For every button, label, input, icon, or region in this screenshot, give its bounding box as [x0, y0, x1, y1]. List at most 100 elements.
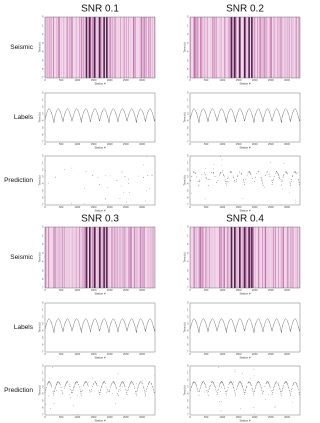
- pred-dot: [142, 385, 144, 387]
- x-tick: 2000: [107, 205, 113, 209]
- y-tick: 0: [42, 364, 44, 368]
- y-tick: 1: [187, 233, 189, 237]
- pred-dot: [193, 171, 195, 173]
- pred-dot: [138, 383, 140, 385]
- pred-dot: [86, 381, 87, 383]
- y-tick: 0: [42, 154, 44, 158]
- pred-dot: [282, 176, 284, 178]
- y-tick: 4: [187, 260, 189, 264]
- pred-dot: [212, 381, 214, 383]
- pred-dot: [147, 175, 149, 176]
- labels-bg: [190, 303, 300, 352]
- noise-dot: [220, 410, 222, 412]
- dark-band: [93, 17, 96, 78]
- y-tick: 4: [187, 182, 189, 186]
- pred-dot: [115, 387, 117, 388]
- pred-dot: [290, 390, 292, 392]
- pred-dot: [274, 383, 276, 385]
- noise-dot: [221, 386, 222, 388]
- pred-dot: [225, 181, 226, 182]
- x-tick: 1000: [74, 288, 80, 292]
- noise-dot: [264, 187, 265, 188]
- pred-dot: [94, 381, 96, 383]
- pred-dot: [290, 185, 292, 187]
- pred-dot: [141, 383, 143, 385]
- noise-dot: [146, 156, 148, 157]
- y-tick: 7: [42, 203, 44, 207]
- y-tick: 2: [42, 168, 44, 172]
- row-label: Seismic: [10, 44, 34, 51]
- noise-dot: [220, 156, 221, 157]
- pred-dot: [227, 176, 229, 178]
- noise-dot: [87, 382, 89, 383]
- pred-dot: [283, 175, 284, 177]
- noise-dot: [221, 401, 223, 402]
- pred-dot: [219, 384, 220, 386]
- pred-dot: [282, 388, 284, 389]
- panel: [44, 302, 156, 353]
- y-tick: 6: [187, 133, 189, 137]
- pred-dot: [272, 180, 274, 181]
- pred-dot: [49, 382, 51, 384]
- pred-dot: [138, 384, 140, 386]
- pred-dot: [223, 384, 224, 385]
- pred-dot: [221, 171, 223, 173]
- pred-dot: [281, 389, 283, 391]
- y-tick: 4: [187, 392, 189, 396]
- x-tick: 0: [44, 205, 46, 209]
- pred-dot: [263, 390, 264, 392]
- pred-dot: [279, 177, 281, 179]
- pred-dot: [264, 175, 266, 176]
- noise-dot: [136, 383, 137, 385]
- pred-dot: [226, 184, 227, 186]
- pred-dot: [248, 382, 249, 383]
- dark-band: [98, 17, 101, 78]
- x-tick: 0: [44, 352, 46, 356]
- pred-dot: [206, 391, 208, 393]
- y-tick: 2: [42, 105, 44, 109]
- x-tick: 2000: [107, 142, 113, 146]
- pred-dot: [114, 383, 116, 385]
- y-tick: 5: [187, 399, 189, 403]
- pred-dot: [47, 383, 48, 385]
- pred-dot: [114, 382, 115, 384]
- pred-dot: [237, 175, 239, 176]
- pred-dot: [196, 387, 198, 389]
- pred-dot: [64, 386, 66, 388]
- pred-dot: [130, 382, 132, 383]
- pred-dot: [240, 382, 242, 384]
- noise-dot: [64, 169, 66, 170]
- noise-dot: [222, 170, 223, 171]
- pred-dot: [291, 387, 293, 389]
- x-tick: 1000: [219, 415, 225, 419]
- pred-dot: [104, 381, 106, 383]
- pred-dot: [74, 383, 76, 385]
- noise-dot: [120, 388, 122, 389]
- noise-dot: [154, 375, 155, 377]
- dark-band: [243, 17, 246, 78]
- pred-dot: [219, 383, 221, 385]
- pred-dot: [278, 384, 279, 385]
- pred-dot: [50, 385, 52, 386]
- pred-dot: [297, 386, 298, 387]
- pred-dot: [114, 384, 116, 386]
- noise-dot: [49, 378, 51, 380]
- pred-dot: [84, 382, 86, 384]
- panel-frame: [189, 155, 301, 206]
- pred-dot: [271, 394, 273, 395]
- pred-dot: [53, 391, 55, 393]
- x-tick: 1500: [236, 205, 242, 209]
- pred-dot: [243, 390, 245, 392]
- pred-dot: [283, 174, 285, 176]
- pred-dot: [288, 387, 289, 388]
- pred-dot: [258, 171, 259, 173]
- y-tick: 5: [187, 126, 189, 130]
- noise-dot: [143, 164, 144, 166]
- x-axis-label: Station #: [239, 209, 250, 213]
- y-tick: 1: [187, 98, 189, 102]
- x-tick: 500: [204, 288, 209, 292]
- label-curve: [44, 318, 156, 333]
- noise-dot: [242, 385, 244, 387]
- noise-dot: [213, 168, 215, 170]
- pred-dot: [102, 383, 103, 385]
